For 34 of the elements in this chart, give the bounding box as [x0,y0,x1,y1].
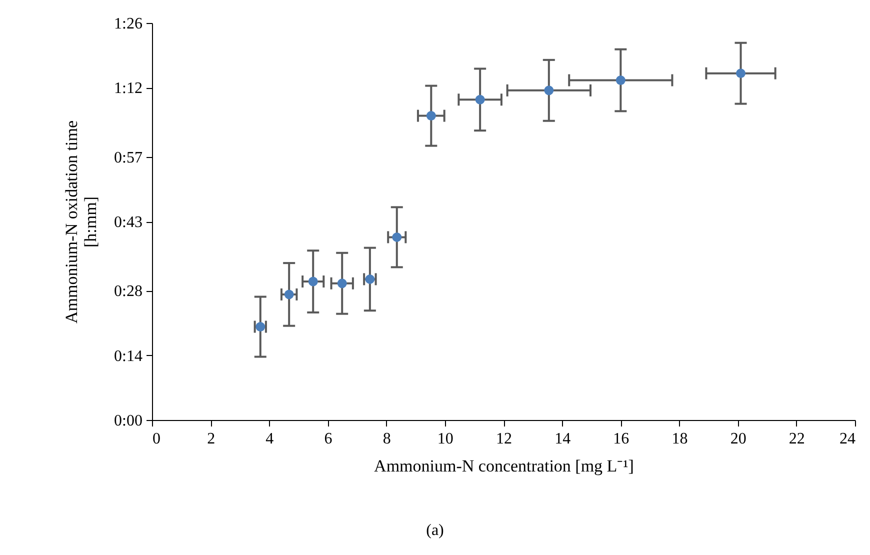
point [426,111,436,121]
point [392,232,402,242]
point [365,274,375,284]
x-tick-label: 10 [437,430,454,448]
y-axis-title: Ammonium-N oxidation time [h:mm] [62,120,100,324]
x-tick-label: 24 [840,430,856,448]
y-tick-label: 0:28 [114,283,142,300]
x-tick-label: 22 [788,430,805,448]
point [337,278,347,288]
point [616,76,626,85]
x-tick-label: 6 [324,430,332,448]
point [736,68,746,78]
point [308,276,318,286]
x-tick-label: 8 [382,430,391,448]
y-tick-label: 0:43 [114,214,142,231]
x-tick-label: 18 [672,430,688,448]
x-tick-label: 14 [554,430,571,448]
y-tick-label: 0:00 [114,412,142,430]
x-axis-title: Ammonium-N concentration [mg L⁻¹] [374,456,634,476]
x-tick-label: 4 [266,430,274,448]
y-tick-label: 0:57 [114,149,142,166]
x-tick-label: 0 [152,430,160,448]
y-tick-label: 1:12 [114,80,142,98]
point [284,290,294,300]
x-tick-label: 12 [496,430,512,448]
y-tick-label: 0:14 [114,348,142,365]
y-tick-label: 1:26 [114,16,142,32]
point [544,86,554,96]
text: (a) [425,522,445,540]
x-tick-label: 20 [730,430,746,448]
point [256,322,266,332]
point [475,94,485,104]
x-tick-label: 16 [613,430,630,448]
x-tick-label: 2 [207,430,216,448]
